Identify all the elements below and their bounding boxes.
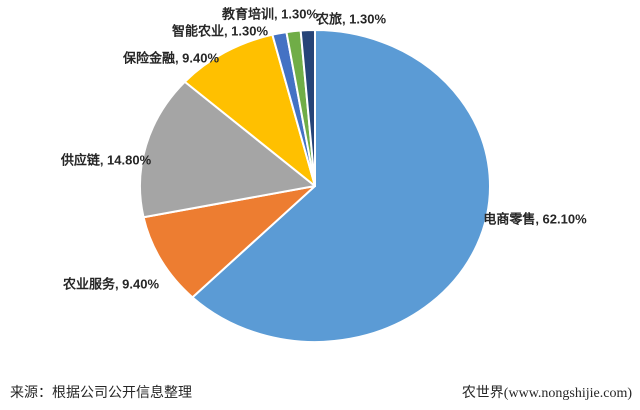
slice-label-电商零售: 电商零售, 62.10% (483, 211, 587, 227)
pie-slice-电商零售[interactable] (191, 29, 491, 343)
watermark: 农世界(www.nongshijie.com) (461, 386, 632, 401)
pie-slice-农业服务[interactable] (142, 185, 316, 299)
pie-slice-供应链[interactable] (139, 80, 316, 219)
slice-label-智能农业: 智能农业, 1.30% (171, 23, 269, 39)
slice-label-农旅: 农旅, 1.30% (315, 11, 387, 27)
slice-label-农业服务: 农业服务, 9.40% (62, 276, 160, 292)
source-note: 来源：根据公司公开信息整理 (10, 386, 192, 401)
slice-label-教育培训: 教育培训, 1.30% (221, 6, 319, 22)
slice-label-保险金融: 保险金融, 9.40% (122, 50, 220, 66)
slice-label-供应链: 供应链, 14.80% (60, 152, 152, 168)
pie-slice-农旅[interactable] (299, 28, 316, 187)
